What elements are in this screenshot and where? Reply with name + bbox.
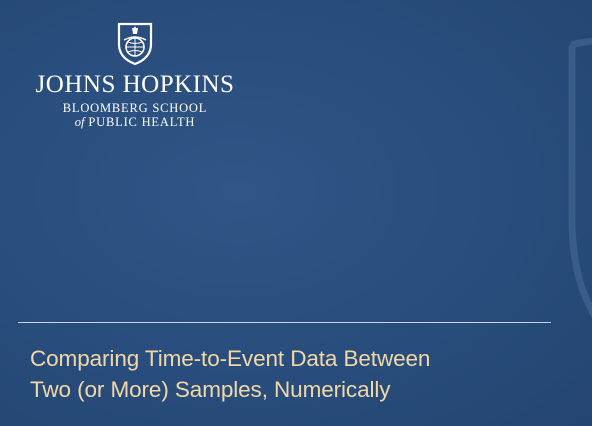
logo-school-line1: BLOOMBERG SCHOOL (62, 101, 208, 115)
logo-name: JOHNS HOPKINS (35, 71, 235, 98)
logo-school-line2: of PUBLIC HEALTH (30, 115, 240, 129)
logo-school-of: of (74, 115, 85, 129)
title-divider (18, 322, 551, 323)
institution-logo: JOHNS HOPKINS BLOOMBERG SCHOOL of PUBLIC… (30, 22, 240, 142)
shield-watermark-icon (568, 38, 592, 319)
slide-title-line1: Comparing Time-to-Event Data Between (30, 346, 431, 371)
logo-school-line2-text: PUBLIC HEALTH (88, 115, 196, 129)
university-shield-icon (117, 22, 153, 66)
slide-title-line2: Two (or More) Samples, Numerically (30, 377, 391, 402)
slide-title: Comparing Time-to-Event Data Between Two… (30, 343, 570, 405)
